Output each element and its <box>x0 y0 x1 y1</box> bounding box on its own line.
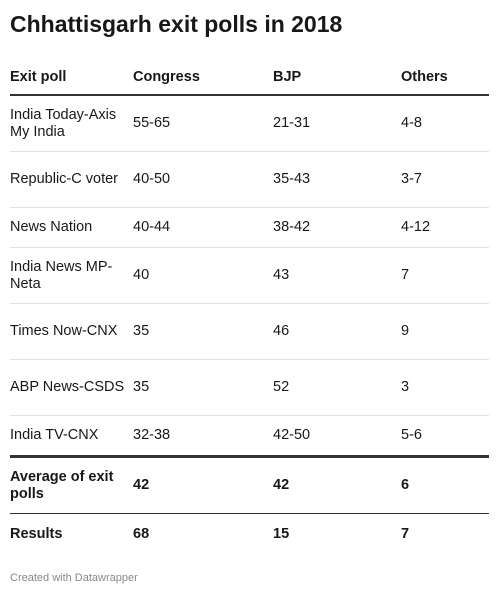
table-row: News Nation 40-44 38-42 4-12 <box>10 207 489 248</box>
cell-congress: 68 <box>133 526 150 542</box>
cell-others: 3-7 <box>401 151 489 208</box>
cell-bjp: 38-42 <box>273 207 401 248</box>
cell-others: 4-12 <box>401 207 489 248</box>
table-row: India News MP-Neta 40 43 7 <box>10 247 489 304</box>
cell-exit-poll: India News MP-Neta <box>10 247 133 304</box>
cell-exit-poll: News Nation <box>10 207 133 248</box>
cell-exit-poll: Republic-C voter <box>10 151 133 208</box>
cell-bjp: 43 <box>273 247 401 304</box>
cell-bjp: 35-43 <box>273 151 401 208</box>
chart-title: Chhattisgarh exit polls in 2018 <box>10 11 343 37</box>
cell-congress: 40 <box>133 247 273 304</box>
header-bjp: BJP <box>273 60 401 96</box>
header-others: Others <box>401 60 489 96</box>
header-exit-poll: Exit poll <box>10 60 133 96</box>
cell-congress: 32-38 <box>133 415 273 458</box>
table-row: Republic-C voter 40-50 35-43 3-7 <box>10 151 489 208</box>
cell-congress: 35 <box>133 359 273 416</box>
cell-bjp: 46 <box>273 303 401 360</box>
cell-exit-poll: ABP News-CSDS <box>10 359 133 416</box>
cell-others: 9 <box>401 303 489 360</box>
table-row: ABP News-CSDS 35 52 3 <box>10 359 489 416</box>
cell-others: 7 <box>401 526 410 542</box>
average-row: Average of exit polls 42 42 6 <box>10 456 489 514</box>
cell-bjp: 42-50 <box>273 415 401 458</box>
exit-poll-table: Exit poll Congress BJP Others India Toda… <box>10 60 489 555</box>
cell-others: 7 <box>401 247 489 304</box>
table-row: India TV-CNX 32-38 42-50 5-6 <box>10 415 489 458</box>
cell-bjp: 21-31 <box>273 95 401 152</box>
table-row: India Today-Axis My India 55-65 21-31 4-… <box>10 95 489 152</box>
footer-credit: Created with Datawrapper <box>10 572 138 584</box>
cell-congress: 35 <box>133 303 273 360</box>
cell-exit-poll: Results <box>10 526 63 542</box>
cell-others: 4-8 <box>401 95 489 152</box>
cell-others: 3 <box>401 359 489 416</box>
cell-exit-poll: Average of exit polls <box>10 456 133 514</box>
cell-congress: 40-44 <box>133 207 273 248</box>
cell-congress: 42 <box>133 456 273 514</box>
cell-bjp: 15 <box>273 526 290 542</box>
cell-exit-poll: Times Now-CNX <box>10 303 133 360</box>
table-row: Times Now-CNX 35 46 9 <box>10 303 489 360</box>
cell-others: 6 <box>401 456 489 514</box>
cell-bjp: 52 <box>273 359 401 416</box>
header-row: Exit poll Congress BJP Others <box>10 60 489 96</box>
cell-congress: 55-65 <box>133 95 273 152</box>
header-congress: Congress <box>133 60 273 96</box>
cell-others: 5-6 <box>401 415 489 458</box>
cell-exit-poll: India TV-CNX <box>10 415 133 458</box>
cell-bjp: 42 <box>273 456 401 514</box>
results-row: Results 68 15 7 <box>10 514 489 556</box>
cell-congress: 40-50 <box>133 151 273 208</box>
cell-exit-poll: India Today-Axis My India <box>10 95 133 152</box>
